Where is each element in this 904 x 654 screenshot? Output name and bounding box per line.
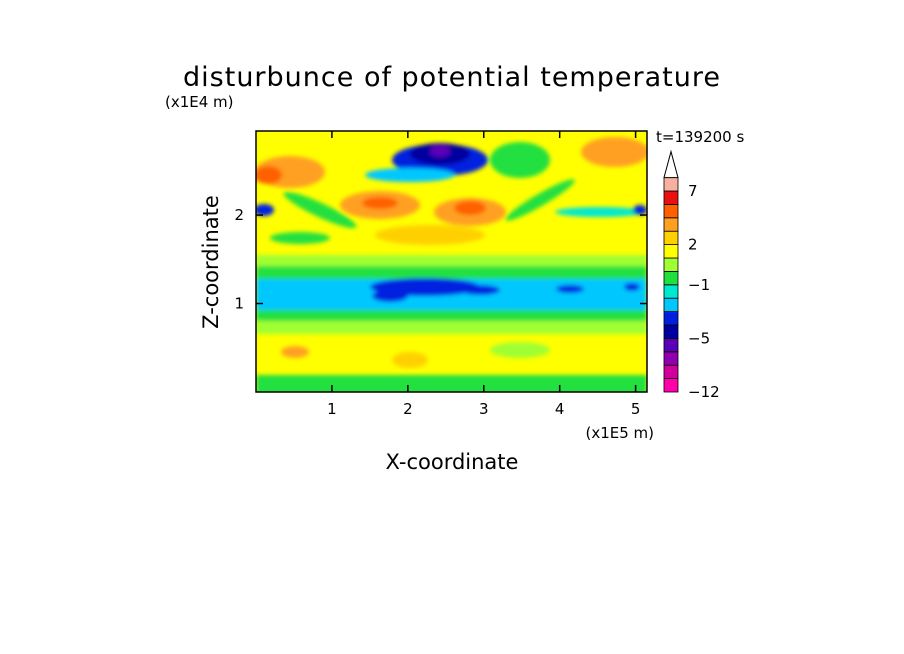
field-streak-green-3 — [270, 232, 330, 244]
field-blob-cyan-top — [365, 168, 455, 182]
x-axis-label: X-coordinate — [386, 450, 519, 474]
colorbar-segment-2 — [663, 351, 679, 366]
colorbar-label-2: −1 — [688, 276, 710, 294]
field-blob-blue-2 — [372, 290, 408, 302]
colorbar-segment-14 — [663, 190, 679, 205]
field-blob-gold — [375, 225, 485, 245]
colorbar-label-3: 2 — [688, 236, 698, 254]
colorbar-segment-0 — [663, 378, 679, 393]
y-axis-label: Z-coordinate — [199, 195, 223, 329]
colorbar-segment-6 — [663, 297, 679, 313]
field-blob-blue-edge — [256, 204, 274, 216]
colorbar-segment-5 — [663, 311, 679, 326]
colorbar-segment-7 — [663, 284, 679, 299]
colorbar-label-0: −12 — [688, 383, 720, 401]
field-blob-blue-3 — [460, 285, 500, 295]
field-blob-gold-low — [392, 352, 428, 368]
x-tick-label-1: 2 — [403, 400, 413, 418]
y-tick-label-0: 1 — [234, 295, 244, 313]
field-streak-green-2 — [505, 179, 575, 221]
heatmap-field — [256, 131, 647, 392]
field-blob-orange-low1 — [281, 346, 309, 358]
field-band-lightgreen — [256, 255, 647, 266]
colorbar-segment-13 — [663, 203, 679, 219]
plot-frame — [255, 130, 648, 393]
chart-title: disturbunce of potential temperature — [183, 62, 721, 93]
colorbar-segment-3 — [663, 337, 679, 353]
colorbar: −12−5−127 — [663, 149, 720, 401]
field-blob-blue-edge-right — [633, 205, 647, 215]
colorbar-segment-11 — [663, 230, 679, 245]
x-tick-label-3: 4 — [555, 400, 565, 418]
time-label: t=139200 s — [656, 128, 744, 146]
field-blob-red-mid1 — [362, 197, 398, 209]
x-tick-label-4: 5 — [631, 400, 641, 418]
field-streak-green-1 — [283, 191, 357, 229]
field-band-green-low — [256, 318, 647, 334]
field-blob-green-low — [490, 342, 550, 358]
field-blob-purple-top — [430, 145, 450, 157]
colorbar-segment-9 — [663, 257, 679, 272]
colorbar-segment-1 — [663, 364, 679, 380]
colorbar-segment-10 — [663, 244, 679, 259]
field-band-surface — [256, 375, 647, 392]
field-band-green-upper — [256, 265, 647, 279]
colorbar-segment-4 — [663, 324, 679, 339]
y-unit-label: (x1E4 m) — [165, 93, 234, 111]
field-blob-blue-4 — [556, 285, 584, 293]
colorbar-segment-15 — [663, 177, 679, 192]
colorbar-extend-arrow — [663, 149, 679, 179]
colorbar-segment-12 — [663, 217, 679, 232]
x-unit-label: (x1E5 m) — [585, 424, 654, 442]
field-blob-red-mid2 — [454, 201, 486, 215]
x-axis: 1 2 3 4 5 — [327, 131, 640, 418]
colorbar-label-1: −5 — [688, 329, 710, 347]
y-axis: 12 — [234, 206, 647, 313]
x-tick-label-0: 1 — [327, 400, 337, 418]
field-blob-blue-5 — [624, 283, 640, 291]
y-tick-label-1: 2 — [234, 206, 244, 224]
field-blob-orange-right — [581, 137, 647, 167]
colorbar-label-4: 7 — [688, 182, 698, 200]
x-tick-label-2: 3 — [479, 400, 489, 418]
field-blob-green-upper — [490, 142, 550, 178]
field-blob-red-left — [256, 166, 282, 184]
field-streak-cyan-1 — [555, 207, 645, 217]
colorbar-segment-8 — [663, 270, 679, 286]
